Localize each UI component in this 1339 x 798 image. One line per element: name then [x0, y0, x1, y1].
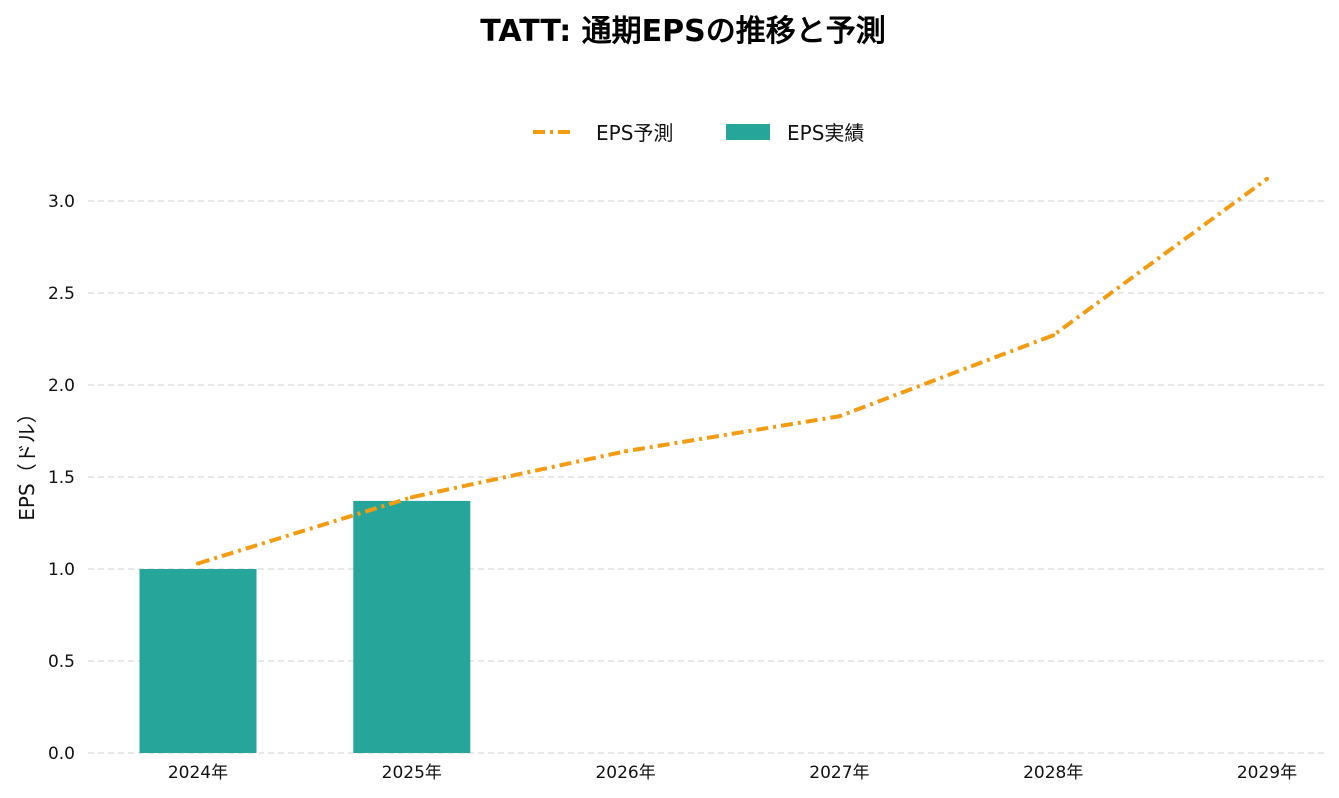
forecast-line: [197, 177, 1269, 566]
x-tick-label: 2025年: [382, 763, 442, 783]
y-axis-label: EPS（ドル）: [15, 403, 39, 520]
y-tick-label: 3.0: [48, 192, 75, 212]
y-tick-label: 0.5: [48, 652, 75, 672]
y-tick-label: 1.5: [48, 468, 75, 488]
forecast-line-group: [196, 176, 1269, 566]
forecast-point: [409, 495, 414, 500]
y-tick-label: 2.5: [48, 284, 75, 304]
x-axis-ticks: 2024年 2025年 2026年 2027年 2028年 2029年: [168, 763, 1297, 783]
y-tick-label: 2.0: [48, 376, 75, 396]
legend-actual-swatch: [726, 124, 770, 140]
bar-actual: [353, 500, 471, 753]
y-axis-ticks: 0.0 0.5 1.0 1.5 2.0 2.5 3.0: [48, 192, 75, 764]
legend: EPS予測 EPS実績: [533, 121, 864, 145]
x-tick-label: 2029年: [1237, 763, 1297, 783]
forecast-point: [1051, 333, 1056, 338]
bar-actual: [139, 569, 257, 753]
x-tick-label: 2027年: [809, 763, 869, 783]
legend-forecast-label: EPS予測: [596, 121, 673, 145]
forecast-point: [837, 414, 842, 419]
forecast-point: [196, 561, 200, 566]
x-tick-label: 2028年: [1023, 763, 1083, 783]
y-tick-label: 0.0: [48, 744, 75, 764]
bars: [139, 500, 471, 753]
forecast-point: [1265, 176, 1269, 181]
chart-title: TATT: 通期EPSの推移と予測: [480, 14, 886, 49]
x-tick-label: 2024年: [168, 763, 228, 783]
legend-actual-label: EPS実績: [787, 121, 864, 145]
x-tick-label: 2026年: [595, 763, 655, 783]
forecast-point: [623, 449, 628, 454]
y-tick-label: 1.0: [48, 560, 75, 580]
grid: [88, 200, 1325, 754]
